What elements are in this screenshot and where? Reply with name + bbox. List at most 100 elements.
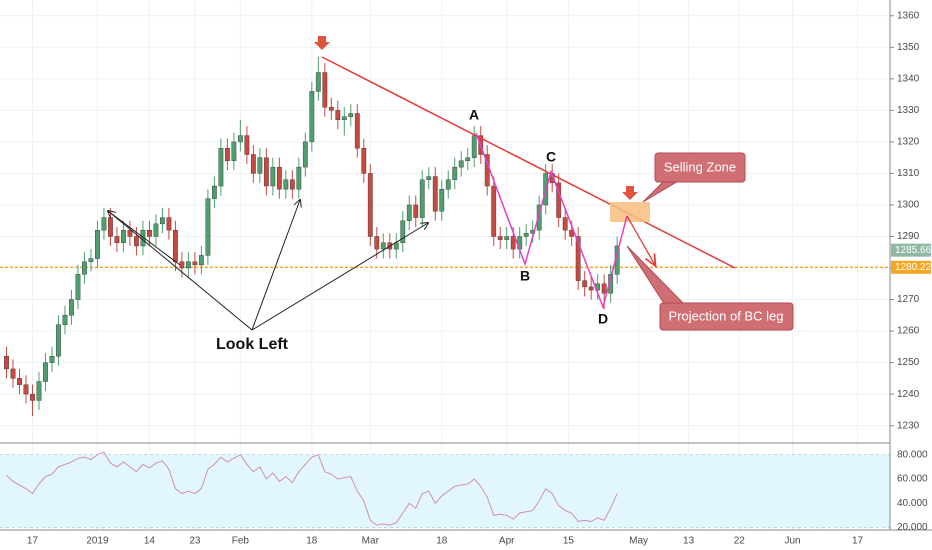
candle-body (231, 141, 237, 162)
x-tick-label: Mar (362, 536, 380, 547)
candle-body (439, 188, 445, 212)
callout-box (654, 152, 746, 183)
y-tick-label: 1310 (897, 168, 920, 179)
annotation: A (469, 107, 479, 123)
look-left-line (107, 210, 181, 266)
projection-arrow (626, 215, 655, 265)
annotation: Selling Zone (664, 159, 736, 174)
candle-body (341, 116, 347, 121)
y-tick-label: 1330 (897, 105, 920, 116)
candle-body (426, 176, 432, 180)
candle-body (315, 72, 321, 92)
rsi-band (0, 454, 890, 528)
arrow-marker (622, 186, 638, 200)
x-tick-label: 18 (306, 536, 318, 547)
x-tick-label: Jun (784, 536, 800, 547)
callout-pointer (642, 179, 682, 203)
annotation: B (520, 268, 530, 284)
candle-body (588, 286, 594, 291)
candle-body (465, 157, 471, 162)
candle-body (283, 179, 289, 190)
rsi-tick-label: 80.000 (897, 449, 928, 460)
y-tick-label: 1270 (897, 294, 920, 305)
x-tick-label: 13 (683, 536, 695, 547)
candle-body (328, 107, 334, 111)
candle-body (257, 157, 263, 174)
candle-body (166, 217, 172, 231)
candle-body (62, 315, 68, 325)
trend-line (321, 56, 736, 269)
candle-body (582, 280, 588, 288)
candle-body (302, 141, 308, 168)
candle-body (276, 166, 282, 190)
level-price-label: 1280.22 (895, 262, 932, 273)
x-tick-label: 23 (189, 536, 201, 547)
y-tick-label: 1350 (897, 42, 920, 53)
y-tick-label: 1240 (897, 389, 920, 400)
candle-body (185, 261, 191, 269)
candle-body (497, 236, 503, 240)
y-tick-label: 1340 (897, 73, 920, 84)
candle-body (335, 110, 341, 121)
y-tick-label: 1260 (897, 326, 920, 337)
candle-body (218, 147, 224, 187)
candle-body (510, 236, 516, 250)
candle-body (406, 204, 412, 221)
rsi-tick-label: 40.000 (897, 498, 928, 509)
candle-body (296, 166, 302, 190)
look-left-arrow (251, 223, 428, 331)
candle-body (452, 166, 458, 180)
last-price-label: 1285.66 (895, 245, 932, 256)
rsi-tick-label: 60.000 (897, 474, 928, 485)
candle-body (536, 204, 542, 231)
candle-body (270, 166, 276, 187)
candle-body (432, 176, 438, 212)
y-tick-label: 1300 (897, 200, 920, 211)
candle-body (380, 242, 386, 250)
candle-body (160, 217, 165, 225)
selling-zone (610, 202, 650, 222)
candle-body (43, 362, 48, 382)
candle-body (289, 179, 295, 190)
x-tick-label: 22 (734, 536, 746, 547)
candle-body (445, 179, 451, 190)
candle-body (419, 179, 425, 218)
rsi-tick-label: 20.000 (897, 522, 928, 533)
x-tick-label: 2019 (86, 536, 109, 547)
annotation: D (598, 311, 608, 327)
rsi-line (6, 451, 618, 526)
candle-body (224, 147, 230, 162)
candle-body (192, 261, 198, 266)
x-tick-label: 17 (27, 536, 39, 547)
candle-body (127, 229, 133, 237)
candle-body (36, 381, 42, 401)
last-price-box (891, 243, 931, 257)
candle-body (458, 160, 464, 168)
candle-body (114, 236, 120, 243)
candle-body (601, 283, 607, 294)
candle-body (575, 236, 581, 281)
annotation: Projection of BC leg (669, 308, 784, 323)
candle-body (413, 204, 419, 218)
callout-pointer (626, 245, 687, 306)
candle-body (400, 220, 406, 243)
drawings (107, 36, 794, 331)
candle-body (82, 261, 87, 275)
candle-body (95, 229, 100, 259)
candle-body (562, 217, 568, 231)
candle-body (30, 393, 35, 401)
candle-body (23, 384, 29, 395)
candle-body (471, 135, 477, 158)
candle-body (309, 91, 315, 143)
candle-body (205, 198, 211, 256)
x-tick-label: Apr (499, 536, 515, 547)
candle-body (244, 135, 250, 155)
look-left-arrow (108, 211, 253, 331)
y-tick-label: 1360 (897, 10, 920, 21)
marks (0, 56, 890, 526)
candle-body (69, 299, 74, 316)
x-tick-label: 14 (144, 536, 156, 547)
x-tick-label: Feb (232, 536, 250, 547)
candle-body (198, 255, 204, 266)
